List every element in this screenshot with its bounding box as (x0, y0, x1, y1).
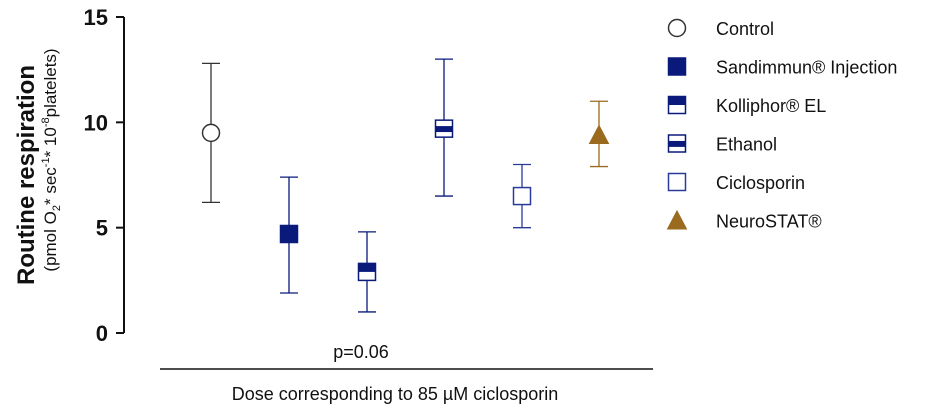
legend-label: Control (716, 19, 774, 39)
legend-item: Kolliphor® EL (667, 95, 826, 116)
data-point-group (512, 163, 532, 229)
p-value-annotation: p=0.06 (333, 342, 389, 362)
y-tick-label: 0 (96, 321, 108, 346)
legend: Control Sandimmun® Injection Kolliphor® EL… (666, 18, 897, 232)
data-point-marker (279, 224, 299, 244)
legend-label: Ciclosporin (716, 173, 805, 193)
y-axis-title: Routine respiration (13, 65, 40, 285)
legend-item: Ethanol (667, 134, 777, 155)
y-ticks: 0 5 10 15 (84, 5, 124, 346)
legend-item: Sandimmun® Injection (667, 57, 897, 78)
data-point-group (279, 176, 299, 294)
legend-label: Ethanol (716, 135, 777, 155)
legend-label: Sandimmun® Injection (716, 58, 897, 78)
y-tick-label: 15 (84, 5, 108, 30)
data-point-group (201, 62, 221, 204)
data-point-marker (434, 119, 454, 138)
legend-label: NeuroSTAT® (716, 212, 822, 232)
legend-marker (667, 134, 687, 153)
data-point-group (588, 100, 610, 168)
x-axis-label: Dose corresponding to 85 µM ciclosporin (232, 384, 559, 404)
legend-item: NeuroSTAT® (666, 209, 822, 232)
y-axis-units: (pmol O2* sec-1* 10-8platelets) (40, 48, 63, 271)
y-tick-label: 10 (84, 110, 108, 135)
legend-marker (666, 209, 688, 230)
legend-item: Ciclosporin (667, 172, 805, 193)
legend-label: Kolliphor® EL (716, 96, 826, 116)
data-point-marker (201, 123, 221, 143)
data-marks (201, 58, 610, 313)
data-point-marker (357, 262, 377, 282)
data-point-group (434, 58, 454, 197)
legend-marker (667, 57, 687, 76)
data-point-marker (512, 186, 532, 206)
legend-marker (667, 172, 687, 192)
data-point-marker (588, 124, 610, 144)
y-tick-label: 5 (96, 216, 108, 241)
legend-marker (667, 95, 687, 115)
legend-item: Control (667, 18, 774, 39)
data-point-group (357, 231, 377, 313)
legend-marker (667, 18, 687, 38)
